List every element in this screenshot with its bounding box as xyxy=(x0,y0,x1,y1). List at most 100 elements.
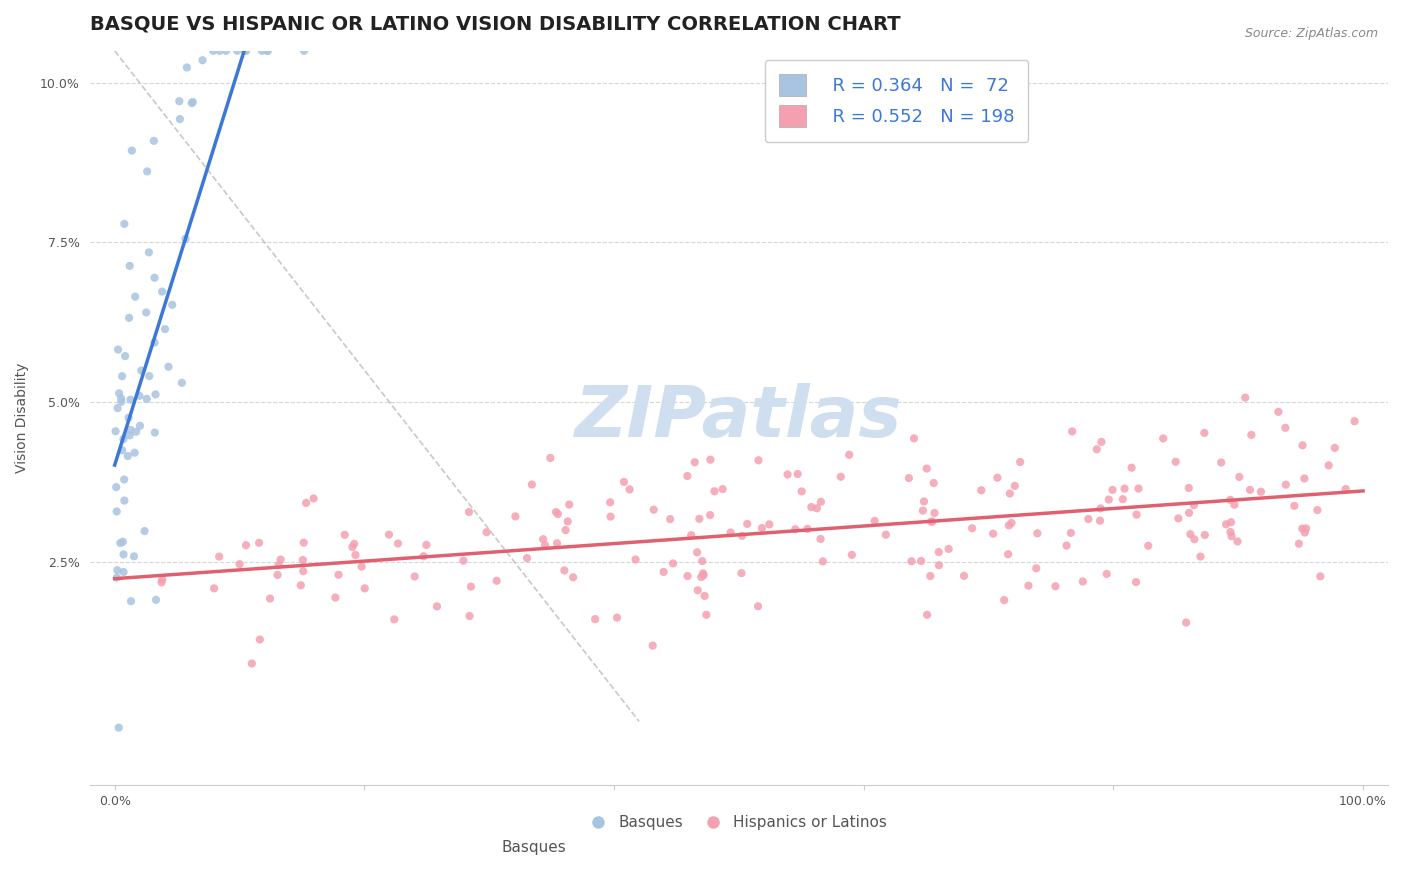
Hispanics or Latinos xyxy=(1026,526,1049,541)
Hispanics or Latinos xyxy=(599,495,621,509)
Hispanics or Latinos xyxy=(267,558,290,572)
Basques xyxy=(120,594,142,608)
Hispanics or Latinos xyxy=(558,498,581,512)
Basques xyxy=(107,401,129,415)
Basques xyxy=(104,424,127,438)
Hispanics or Latinos xyxy=(249,632,271,647)
Basques xyxy=(125,425,148,439)
Hispanics or Latinos xyxy=(641,639,664,653)
Hispanics or Latinos xyxy=(228,557,250,571)
Hispanics or Latinos xyxy=(325,591,347,605)
Hispanics or Latinos xyxy=(997,547,1019,561)
Text: Source: ZipAtlas.com: Source: ZipAtlas.com xyxy=(1244,27,1378,40)
Hispanics or Latinos xyxy=(1250,484,1272,499)
Hispanics or Latinos xyxy=(426,599,449,614)
Hispanics or Latinos xyxy=(290,578,312,592)
Hispanics or Latinos xyxy=(270,552,292,566)
Hispanics or Latinos xyxy=(1211,455,1233,469)
Hispanics or Latinos xyxy=(208,549,231,564)
Basques xyxy=(256,44,278,58)
Basques xyxy=(143,270,166,285)
Hispanics or Latinos xyxy=(333,528,356,542)
Basques xyxy=(112,217,135,231)
Hispanics or Latinos xyxy=(475,525,498,540)
Basques xyxy=(110,394,132,409)
Hispanics or Latinos xyxy=(921,515,943,529)
Basques xyxy=(120,423,142,437)
Basques xyxy=(118,259,141,273)
Hispanics or Latinos xyxy=(1291,522,1313,536)
Hispanics or Latinos xyxy=(202,582,225,596)
Hispanics or Latinos xyxy=(1294,471,1316,485)
Hispanics or Latinos xyxy=(686,545,709,559)
Basques xyxy=(111,443,134,458)
Hispanics or Latinos xyxy=(562,570,585,584)
Hispanics or Latinos xyxy=(1101,483,1123,497)
Hispanics or Latinos xyxy=(659,512,682,526)
Hispanics or Latinos xyxy=(1267,405,1289,419)
Basques xyxy=(235,44,257,58)
Hispanics or Latinos xyxy=(516,551,538,566)
Hispanics or Latinos xyxy=(1288,537,1310,551)
Hispanics or Latinos xyxy=(928,545,950,559)
Hispanics or Latinos xyxy=(458,609,481,624)
Hispanics or Latinos xyxy=(785,522,807,536)
Hispanics or Latinos xyxy=(912,494,935,508)
Basques xyxy=(117,410,139,425)
Basques xyxy=(150,285,173,299)
Hispanics or Latinos xyxy=(1121,460,1143,475)
Hispanics or Latinos xyxy=(747,599,769,614)
Basques xyxy=(160,298,183,312)
Hispanics or Latinos xyxy=(1000,516,1022,530)
Basques xyxy=(110,536,132,550)
Hispanics or Latinos xyxy=(1227,470,1250,484)
Hispanics or Latinos xyxy=(686,583,709,598)
Hispanics or Latinos xyxy=(938,541,960,556)
Basques xyxy=(110,392,132,406)
Hispanics or Latinos xyxy=(928,558,950,573)
Hispanics or Latinos xyxy=(692,568,714,582)
Hispanics or Latinos xyxy=(547,507,569,521)
Basques xyxy=(256,44,278,58)
Hispanics or Latinos xyxy=(505,509,527,524)
Hispanics or Latinos xyxy=(404,569,426,583)
Hispanics or Latinos xyxy=(1334,482,1357,496)
Hispanics or Latinos xyxy=(690,554,713,568)
Hispanics or Latinos xyxy=(703,484,725,499)
Basques xyxy=(129,418,152,433)
Hispanics or Latinos xyxy=(1189,549,1212,564)
Hispanics or Latinos xyxy=(960,521,983,535)
Hispanics or Latinos xyxy=(150,573,173,587)
Hispanics or Latinos xyxy=(981,526,1004,541)
Hispanics or Latinos xyxy=(1180,527,1202,541)
Hispanics or Latinos xyxy=(1343,414,1365,428)
Hispanics or Latinos xyxy=(460,580,482,594)
Hispanics or Latinos xyxy=(920,569,942,583)
Text: BASQUE VS HISPANIC OR LATINO VISION DISABILITY CORRELATION CHART: BASQUE VS HISPANIC OR LATINO VISION DISA… xyxy=(90,15,900,34)
Hispanics or Latinos xyxy=(1125,575,1147,590)
Basques xyxy=(135,392,157,406)
Hispanics or Latinos xyxy=(986,471,1008,485)
Hispanics or Latinos xyxy=(747,453,769,467)
Basques xyxy=(118,428,141,442)
Hispanics or Latinos xyxy=(699,508,721,522)
Basques xyxy=(145,592,167,607)
Hispanics or Latinos xyxy=(699,452,721,467)
Hispanics or Latinos xyxy=(688,512,710,526)
Hispanics or Latinos xyxy=(1219,524,1241,539)
Hispanics or Latinos xyxy=(1275,477,1298,491)
Hispanics or Latinos xyxy=(676,569,699,583)
Hispanics or Latinos xyxy=(1125,508,1147,522)
Hispanics or Latinos xyxy=(1182,498,1205,512)
Basques xyxy=(169,112,191,127)
Hispanics or Latinos xyxy=(1085,442,1108,457)
Hispanics or Latinos xyxy=(903,431,925,445)
Basques xyxy=(135,305,157,319)
Hispanics or Latinos xyxy=(841,548,863,562)
Basques xyxy=(114,349,136,363)
Hispanics or Latinos xyxy=(1095,566,1118,581)
Basques xyxy=(112,548,135,562)
Hispanics or Latinos xyxy=(910,554,932,568)
Hispanics or Latinos xyxy=(720,525,742,540)
Hispanics or Latinos xyxy=(150,575,173,590)
